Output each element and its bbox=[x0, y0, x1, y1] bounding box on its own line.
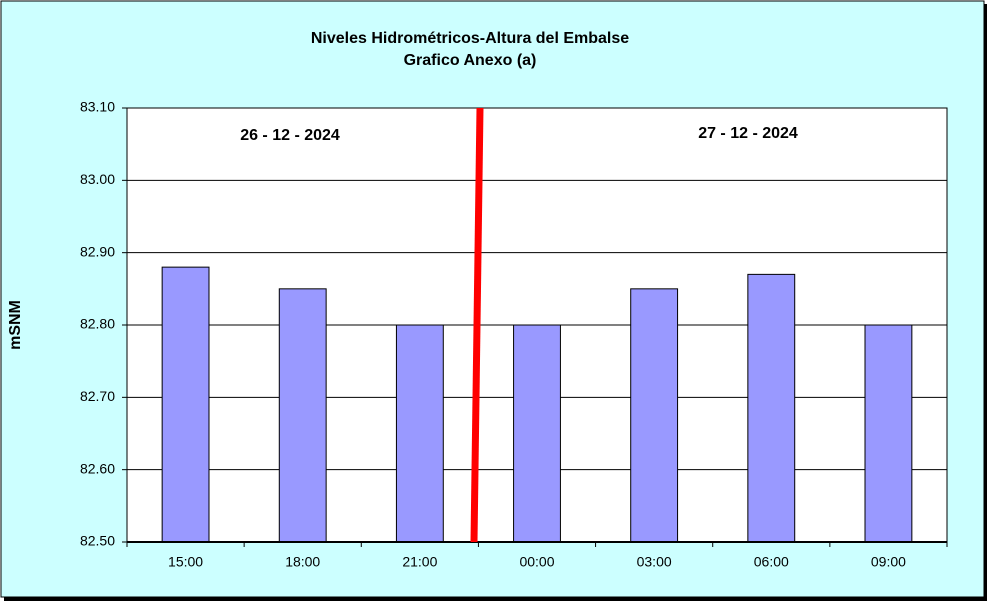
chart-title: Niveles Hidrométricos-Altura del Embalse bbox=[311, 30, 629, 47]
y-tick-label: 83.00 bbox=[80, 171, 115, 187]
x-tick-label: 21:00 bbox=[402, 554, 437, 570]
annotation: 27 - 12 - 2024 bbox=[698, 125, 798, 142]
x-tick-label: 15:00 bbox=[168, 554, 203, 570]
x-tick-label: 18:00 bbox=[285, 554, 320, 570]
bar bbox=[513, 324, 561, 543]
bar bbox=[864, 324, 913, 543]
bar bbox=[395, 324, 444, 543]
day-separator bbox=[470, 107, 484, 543]
y-tick-label: 83.10 bbox=[80, 99, 115, 115]
y-tick-label: 82.80 bbox=[80, 316, 115, 332]
bar bbox=[278, 288, 327, 543]
y-tick-label: 82.70 bbox=[80, 388, 115, 404]
y-axis-label: mSNM bbox=[7, 300, 24, 350]
chart-subtitle: Grafico Anexo (a) bbox=[404, 52, 537, 69]
bar bbox=[161, 266, 210, 543]
annotation: 26 - 12 - 2024 bbox=[240, 127, 340, 144]
x-tick-label: 06:00 bbox=[754, 554, 789, 570]
x-tick-label: 09:00 bbox=[871, 554, 906, 570]
bar bbox=[630, 288, 679, 543]
x-tick-label: 00:00 bbox=[519, 554, 554, 570]
y-tick-label: 82.60 bbox=[80, 460, 115, 476]
x-tick-label: 03:00 bbox=[637, 554, 672, 570]
y-tick-label: 82.50 bbox=[80, 533, 115, 549]
bar bbox=[747, 273, 796, 543]
y-tick-label: 82.90 bbox=[80, 243, 115, 259]
